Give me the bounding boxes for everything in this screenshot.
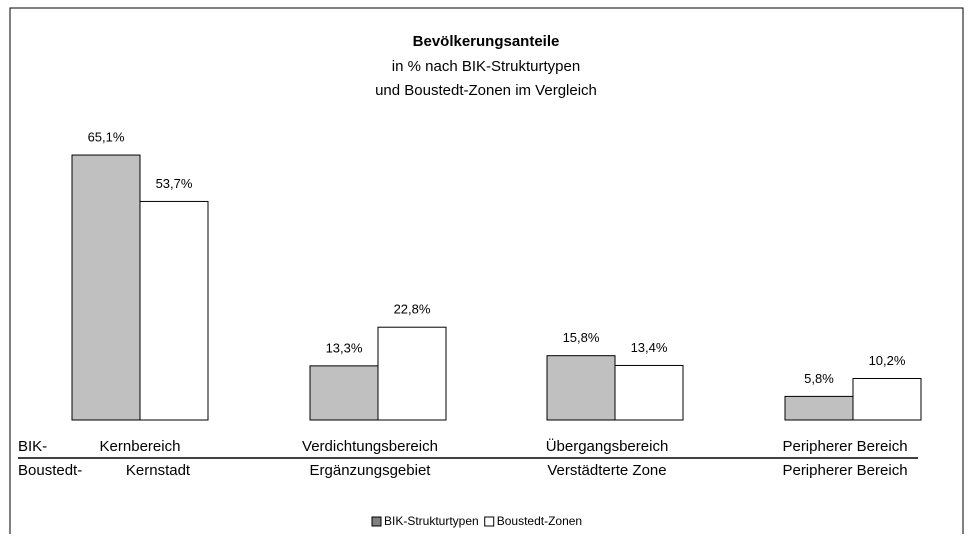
legend-swatch — [484, 516, 495, 527]
chart-subtitle: und Boustedt-Zonen im Vergleich — [375, 82, 597, 99]
category-label: Kernbereich — [100, 438, 181, 455]
value-label: 22,8% — [394, 302, 431, 317]
bar — [139, 200, 209, 421]
category-label: Peripherer Bereich — [782, 438, 907, 455]
value-label: 53,7% — [156, 176, 193, 191]
bar — [546, 355, 616, 421]
category-label: Kernstadt — [126, 462, 191, 479]
value-label: 65,1% — [88, 129, 125, 144]
category-label: Ergänzungsgebiet — [310, 462, 432, 479]
value-label: 15,8% — [563, 330, 600, 345]
value-label: 13,4% — [631, 340, 668, 355]
bar — [614, 364, 684, 421]
row-label: BIK- — [18, 438, 47, 455]
legend-label: Boustedt-Zonen — [497, 514, 582, 528]
value-label: 10,2% — [869, 353, 906, 368]
category-label: Verstädterte Zone — [547, 462, 666, 479]
bar — [71, 154, 141, 421]
category-label: Übergangsbereich — [546, 437, 669, 455]
category-label: Peripherer Bereich — [782, 462, 907, 479]
frame — [9, 7, 964, 534]
bar — [377, 326, 447, 421]
chart-title: Bevölkerungsanteile — [413, 33, 560, 50]
bar — [852, 377, 922, 421]
category-label: Verdichtungsbereich — [302, 438, 438, 455]
bar — [309, 365, 379, 421]
row-label: Boustedt- — [18, 462, 82, 479]
chart-subtitle: in % nach BIK-Strukturtypen — [392, 58, 580, 75]
bar — [784, 395, 854, 421]
value-label: 5,8% — [804, 371, 834, 386]
value-label: 13,3% — [326, 340, 363, 355]
legend-swatch — [371, 516, 382, 527]
legend-label: BIK-Strukturtypen — [384, 514, 479, 528]
